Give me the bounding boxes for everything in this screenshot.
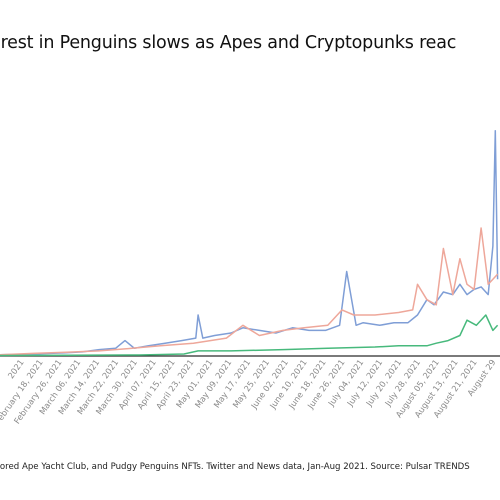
series-line-3 xyxy=(0,314,499,357)
series-line-2 xyxy=(0,227,499,356)
series-line-1 xyxy=(0,129,499,356)
chart-title: erest in Penguins slows as Apes and Cryp… xyxy=(0,33,457,53)
series-layer xyxy=(0,129,499,357)
chart-caption: Bored Ape Yacht Club, and Pudgy Penguins… xyxy=(0,462,470,472)
